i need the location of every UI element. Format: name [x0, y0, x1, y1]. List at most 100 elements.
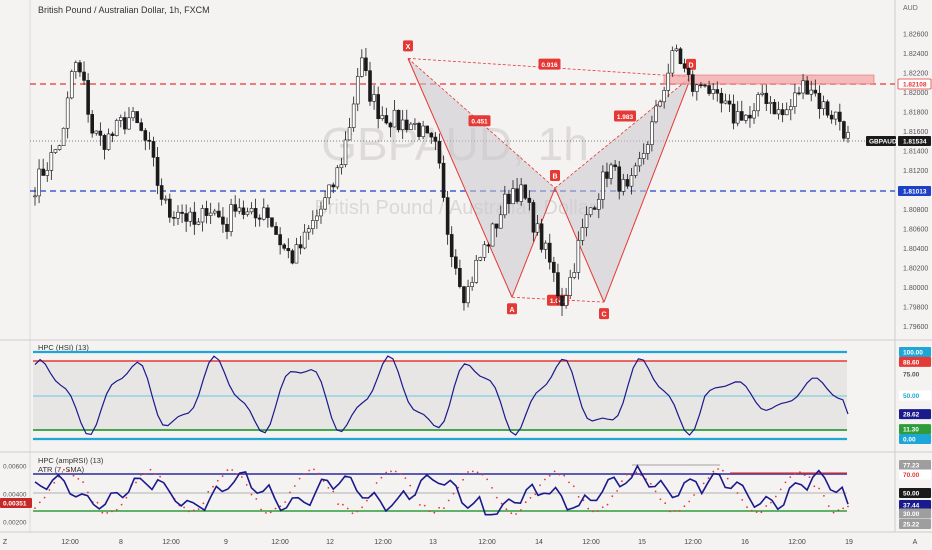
hsi-line — [34, 355, 849, 436]
atr-dot — [794, 473, 796, 475]
pattern-point-c[interactable]: C — [599, 308, 609, 320]
candle-body — [609, 164, 613, 179]
symbol-title: British Pound / Australian Dollar, 1h, F… — [38, 5, 210, 15]
atr-dot — [616, 490, 618, 492]
atr-dot — [750, 509, 753, 512]
candle-body — [98, 130, 103, 136]
atr-dot — [423, 504, 426, 507]
candle-body — [695, 84, 699, 92]
atr-dot — [717, 468, 719, 470]
pattern-point-b[interactable]: B — [550, 170, 560, 182]
amprsi-right-tick: 50.00 — [903, 491, 920, 498]
candle-body — [417, 122, 421, 137]
candle-body — [339, 164, 344, 169]
atr-dot — [346, 507, 349, 510]
pattern-point-a[interactable]: A — [507, 303, 517, 315]
candle-body — [131, 111, 135, 119]
support-price-tag — [898, 186, 931, 196]
atr-dot — [803, 474, 806, 476]
candle-body — [678, 48, 683, 64]
hsi-tag — [899, 434, 931, 444]
candle-body — [519, 184, 523, 202]
atr-dot — [245, 484, 248, 486]
candle-body — [180, 211, 184, 214]
time-tick: 19 — [845, 539, 853, 546]
candle-body — [552, 261, 556, 273]
atr-dot — [572, 485, 575, 488]
candle-body — [739, 111, 744, 121]
hsi-tag — [899, 347, 931, 357]
atr-dot — [568, 481, 570, 484]
atr-dot — [77, 478, 80, 480]
price-tick: 1.82600 — [903, 32, 928, 39]
candle-body — [511, 188, 515, 205]
candle-body — [592, 207, 597, 210]
atr-dot — [115, 509, 118, 511]
atr-dot — [625, 473, 628, 476]
candle-body — [682, 63, 687, 69]
atr-dot — [183, 506, 186, 509]
candle-body — [797, 92, 801, 95]
candle-body — [674, 48, 679, 51]
atr-dot — [548, 474, 551, 477]
atr-dot — [274, 507, 277, 510]
atr-dot — [106, 512, 109, 514]
time-tick: 12:00 — [162, 539, 180, 546]
price-tick: 1.80400 — [903, 246, 928, 253]
resistance-zone[interactable] — [663, 74, 875, 85]
candle-body — [118, 117, 123, 121]
candle-body — [821, 101, 826, 110]
candle-body — [57, 145, 62, 150]
amprsi-tag — [899, 508, 931, 519]
candle-body — [703, 84, 707, 87]
candle-body — [257, 217, 262, 220]
amprsi-right-tick: 37.44 — [903, 503, 920, 510]
atr-dot — [789, 476, 792, 478]
last-price-tag — [898, 136, 931, 146]
candle-body — [396, 109, 401, 130]
candle-body — [793, 92, 797, 107]
atr-dot — [43, 496, 46, 499]
atr-dot — [192, 509, 195, 512]
candle-body — [123, 117, 127, 130]
amprsi-right-tick: 25.22 — [903, 522, 920, 529]
pattern-leg-cd — [603, 76, 692, 303]
candle-body — [364, 57, 368, 71]
atr-dot — [327, 487, 330, 489]
candle-body — [65, 97, 70, 129]
candle-body — [601, 171, 605, 200]
candle-body — [266, 207, 270, 219]
atr-dot — [678, 510, 681, 512]
price-tick: 1.81600 — [903, 129, 928, 136]
candle-body — [311, 220, 315, 229]
atr-dot — [515, 513, 517, 515]
candle-body — [576, 240, 581, 273]
candle-body — [208, 212, 213, 216]
price-tick: 1.80600 — [903, 227, 928, 234]
atr-dot — [847, 505, 849, 508]
atr-dot — [188, 510, 190, 513]
candle-body — [588, 207, 593, 216]
price-pane[interactable] — [0, 0, 895, 340]
candle-body — [163, 198, 168, 201]
candle-body — [805, 80, 809, 95]
candle-body — [274, 226, 278, 235]
atr-dot — [457, 486, 460, 489]
candle-body — [384, 115, 389, 124]
amprsi-pane[interactable] — [0, 452, 895, 532]
candle-body — [490, 223, 495, 247]
atr-dot — [293, 485, 296, 487]
atr-dot — [159, 475, 162, 478]
candle-body — [735, 111, 740, 124]
atr-dot — [154, 473, 157, 475]
candle-body — [78, 62, 82, 73]
hsi-tick: 0.00 — [903, 437, 916, 444]
atr-dot — [443, 507, 445, 510]
candle-body — [245, 211, 250, 215]
atr-dot — [799, 471, 801, 473]
pattern-point-x[interactable]: X — [403, 40, 413, 52]
pattern-point-d[interactable]: D — [686, 58, 696, 70]
candle-body — [547, 242, 552, 263]
candle-body — [723, 100, 728, 104]
